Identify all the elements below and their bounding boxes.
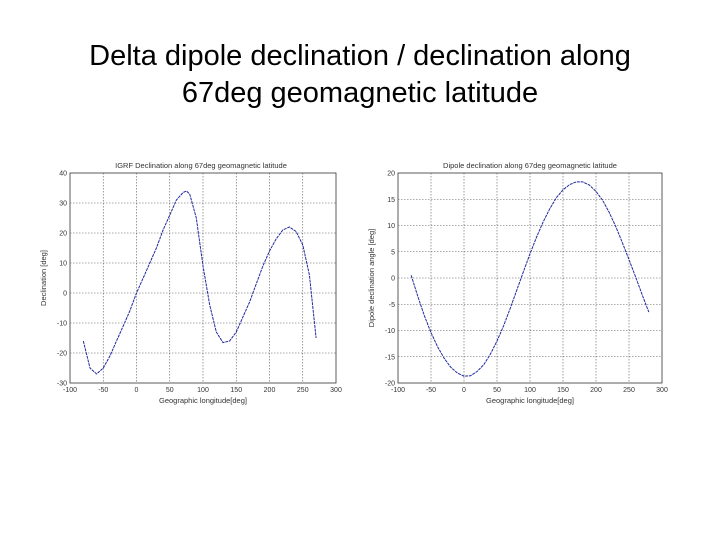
x-axis-label: Geographic longitude[deg]	[159, 396, 247, 405]
y-tick-label: 20	[59, 231, 67, 238]
y-tick-label: 5	[391, 249, 395, 256]
x-tick-label: 50	[493, 387, 501, 394]
y-tick-label: 20	[387, 171, 395, 178]
series-line	[82, 190, 317, 375]
x-tick-label: 100	[524, 387, 536, 394]
y-tick-label: 10	[59, 261, 67, 268]
y-tick-label: 0	[391, 276, 395, 283]
y-tick-label: -20	[385, 381, 395, 388]
x-tick-label: -100	[391, 387, 405, 394]
x-tick-label: 200	[264, 387, 276, 394]
x-tick-label: 250	[623, 387, 635, 394]
y-tick-label: 10	[387, 223, 395, 230]
y-tick-label: -5	[389, 302, 395, 309]
x-tick-label: 150	[557, 387, 569, 394]
series-line	[410, 181, 650, 377]
dipole-declination-chart: -100 -50 0 50 100 150 200 250 300-20-15-10-50510…	[367, 161, 668, 405]
y-tick-label: -20	[57, 351, 67, 358]
slide-title-line2: 67deg geomagnetic latitude	[181, 77, 539, 109]
slide-title-line1: Delta dipole declination / declination a…	[89, 40, 631, 72]
y-axis-label: Dipole declination angle [deg]	[367, 229, 376, 327]
y-tick-label: -10	[57, 321, 67, 328]
y-tick-label: 15	[387, 197, 395, 204]
x-axis-label: Geographic longitude[deg]	[486, 396, 574, 405]
y-tick-label: -15	[385, 354, 395, 361]
chart-title: IGRF Declination along 67deg geomagnetic…	[115, 161, 287, 170]
x-tick-label: -100	[63, 387, 77, 394]
x-tick-label: 0	[135, 387, 139, 394]
x-tick-label: -50	[426, 387, 436, 394]
igrf-declination-chart: -100 -50 0 50 100 150 200 250 300-30-20-10010203…	[39, 161, 342, 405]
slide-title: Delta dipole declination / declination a…	[0, 38, 720, 112]
x-tick-label: 100	[197, 387, 209, 394]
x-tick-label: 50	[166, 387, 174, 394]
x-tick-label: -50	[98, 387, 108, 394]
y-tick-label: 40	[59, 171, 67, 178]
chart-title: Dipole declination along 67deg geomagnet…	[443, 161, 617, 170]
y-tick-label: 30	[59, 201, 67, 208]
x-tick-label: 300	[330, 387, 342, 394]
y-tick-label: 0	[63, 291, 67, 298]
y-tick-label: -10	[385, 328, 395, 335]
x-tick-label: 300	[656, 387, 668, 394]
x-tick-label: 0	[462, 387, 466, 394]
x-tick-label: 200	[590, 387, 602, 394]
x-tick-label: 150	[230, 387, 242, 394]
y-tick-label: -30	[57, 381, 67, 388]
y-axis-label: Declination [deg]	[39, 250, 48, 306]
x-tick-label: 250	[297, 387, 309, 394]
